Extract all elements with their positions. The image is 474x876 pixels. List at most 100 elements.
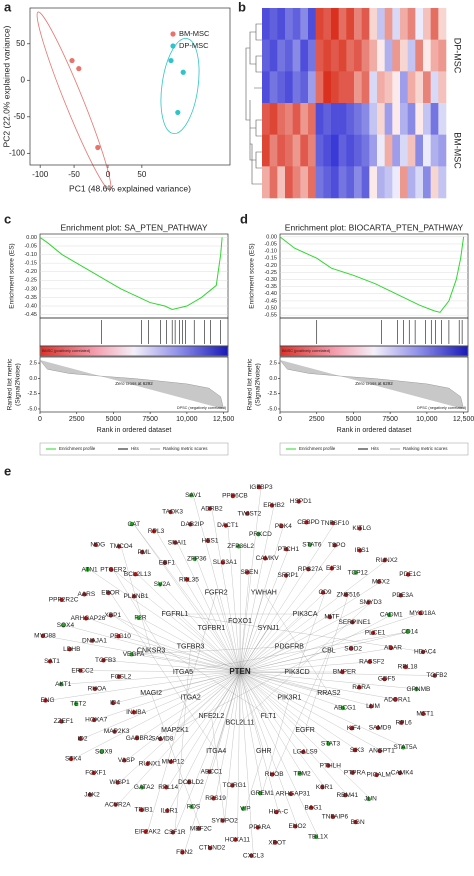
heat-cell (423, 166, 431, 199)
gene-node (262, 556, 268, 561)
heat-cell (285, 103, 293, 135)
edge (239, 671, 398, 700)
gene-label: PTHLH (320, 762, 342, 769)
legend-marker (170, 31, 176, 37)
gene-node (129, 652, 134, 657)
edge (169, 671, 241, 811)
gene-node (330, 520, 336, 526)
heat-cell (407, 134, 416, 167)
gene-node (330, 814, 336, 820)
gene-node (139, 785, 145, 790)
gene-node (180, 850, 185, 855)
ranking-area (279, 359, 464, 410)
heat-cell (361, 103, 370, 135)
x-tick-label: 12,500 (213, 416, 235, 423)
point (76, 66, 82, 72)
y-tick-label: -0.15 (24, 261, 37, 267)
gene-node (306, 566, 311, 572)
gene-label: ATN1 (82, 566, 99, 573)
edge (227, 525, 241, 673)
heat-cell (377, 103, 385, 135)
rank-colorbar (40, 346, 228, 356)
plot-frame (279, 345, 469, 357)
gene-node (284, 546, 289, 552)
gene-node (340, 669, 345, 675)
edge (82, 671, 241, 739)
gene-node (189, 804, 194, 809)
legend-label: BM-MSC (179, 29, 210, 38)
gene-node (61, 623, 66, 628)
edge (239, 671, 358, 751)
edge (82, 670, 241, 673)
edge (47, 671, 241, 701)
gene-node (343, 793, 348, 798)
gene-label: SLC3A1 (213, 559, 238, 566)
edge (147, 592, 217, 832)
gene-node (205, 538, 211, 543)
gene-label: PTPRA (344, 769, 366, 776)
edge (239, 592, 326, 673)
gene-node (320, 784, 325, 790)
edge (239, 671, 325, 788)
heat-cell (262, 166, 270, 199)
gene-node (168, 509, 173, 515)
gene-label: DNAJA1 (82, 637, 107, 644)
gene-label: RPS19 (205, 795, 226, 802)
gene-node (99, 749, 104, 755)
gene-node (113, 802, 118, 807)
edge (190, 646, 241, 673)
edge (239, 671, 348, 796)
gene-label: PRKCD (249, 531, 272, 538)
heat-cell (407, 39, 416, 72)
gene-node (357, 526, 362, 531)
hub-gene-label: FGFR2 (205, 590, 228, 597)
gene-node (241, 806, 246, 811)
edge (174, 671, 241, 731)
gene-node (158, 736, 163, 742)
edge (133, 654, 241, 673)
gene-label: CD9 (319, 589, 332, 596)
negative-label: DPSC (negatively correlated) (417, 406, 467, 410)
edge (239, 671, 298, 827)
heat-cell (415, 39, 424, 72)
gene-label: PEG10 (110, 633, 131, 640)
gene-label: TMCO4 (110, 543, 133, 550)
gene-label: SFRP1 (278, 572, 299, 579)
gene-node (256, 531, 261, 537)
heat-cell (269, 39, 278, 72)
gene-node (172, 540, 178, 545)
gene-label: XPOT (268, 839, 286, 846)
gene-node (357, 685, 362, 690)
gene-node (398, 593, 403, 598)
gene-label: ENG (40, 697, 54, 704)
heat-cell (377, 71, 385, 104)
gene-label: CTNND2 (199, 845, 226, 852)
gene-label: SAMD8 (151, 736, 174, 743)
point (175, 109, 181, 116)
gene-label: TNFAIP6 (322, 814, 349, 821)
gene-node (283, 573, 289, 578)
y-tick-label: -0.05 (264, 241, 277, 247)
y-tick-label: -0.40 (24, 303, 37, 309)
gene-node (163, 785, 169, 790)
gene-node (87, 792, 93, 797)
bm-ellipse (36, 11, 112, 191)
gene-label: CAMKV (256, 555, 280, 562)
gene-label: FOSL2 (111, 673, 132, 680)
heat-cell (369, 103, 378, 135)
gene-node (397, 770, 403, 776)
heat-cell (323, 8, 332, 40)
gene-label: ANGPT1 (369, 748, 395, 755)
gene-label: GREM1 (251, 790, 275, 797)
edge (161, 584, 241, 673)
heat-cell (354, 134, 362, 167)
heat-cell (331, 166, 339, 199)
gene-node (370, 630, 376, 636)
x-tick-label: 12,500 (453, 416, 474, 423)
edge (239, 631, 410, 673)
heat-cell (277, 8, 286, 40)
edge (239, 575, 289, 673)
gene-label: JAK2 (84, 791, 100, 798)
x-tick-label: 5000 (346, 416, 362, 423)
x-tick-label: 10,000 (416, 416, 438, 423)
